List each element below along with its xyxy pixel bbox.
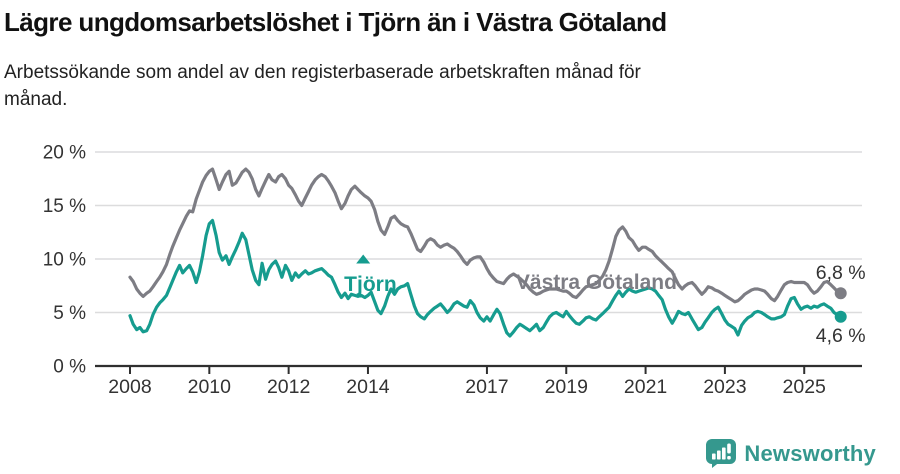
y-tick-label: 0 % bbox=[53, 356, 86, 377]
chart-header: Lägre ungdomsarbetslöshet i Tjörn än i V… bbox=[0, 0, 900, 114]
series-line-tjorn bbox=[128, 218, 843, 338]
y-tick-label: 20 % bbox=[43, 142, 86, 163]
x-tick-label: 2021 bbox=[624, 376, 667, 398]
end-dot-vastra-gotaland bbox=[834, 287, 847, 300]
chart-subtitle: Arbetssökande som andel av den registerb… bbox=[4, 60, 870, 114]
x-tick-label: 2012 bbox=[267, 376, 310, 398]
chart-title: Lägre ungdomsarbetslöshet i Tjörn än i V… bbox=[4, 7, 667, 37]
line-chart: 0 % 5 % 10 % 15 % 20 % 2008 2010 2012 2014 2017 20… bbox=[43, 142, 866, 398]
end-value-label-vastra-gotaland: 6,8 % bbox=[816, 262, 866, 284]
newsworthy-brand: Newsworthy bbox=[744, 440, 876, 466]
x-tick-label: 2008 bbox=[108, 376, 151, 398]
chart-subtitle-line-2: månad. bbox=[4, 88, 68, 110]
series-label: Västra Götaland bbox=[516, 271, 677, 294]
chart-subtitle-line-1: Arbetssökande som andel av den registerb… bbox=[4, 61, 641, 83]
x-tick-label: 2019 bbox=[545, 376, 588, 398]
footer: Newsworthy bbox=[705, 438, 876, 469]
y-tick-label: 10 % bbox=[43, 249, 86, 270]
end-value-label-tjorn: 4,6 % bbox=[816, 325, 866, 347]
newsworthy-logo-icon bbox=[706, 439, 737, 468]
y-tick-label: 15 % bbox=[43, 196, 86, 217]
x-tick-label: 2023 bbox=[703, 376, 746, 398]
x-tick-label: 2017 bbox=[465, 376, 508, 398]
x-tick-label: 2025 bbox=[783, 376, 827, 398]
x-tick-label: 2010 bbox=[188, 376, 232, 398]
y-tick-label: 5 % bbox=[53, 303, 86, 324]
series-label: Tjörn bbox=[344, 273, 397, 296]
chart-area: 0 % 5 % 10 % 15 % 20 % 2008 2010 2012 2014 2017 20… bbox=[0, 124, 900, 421]
x-tick-label: 2014 bbox=[346, 376, 390, 398]
end-dot-tjorn bbox=[834, 310, 847, 323]
trend-caret-icon bbox=[356, 254, 371, 264]
series-line-vastra-gotaland bbox=[128, 167, 843, 304]
